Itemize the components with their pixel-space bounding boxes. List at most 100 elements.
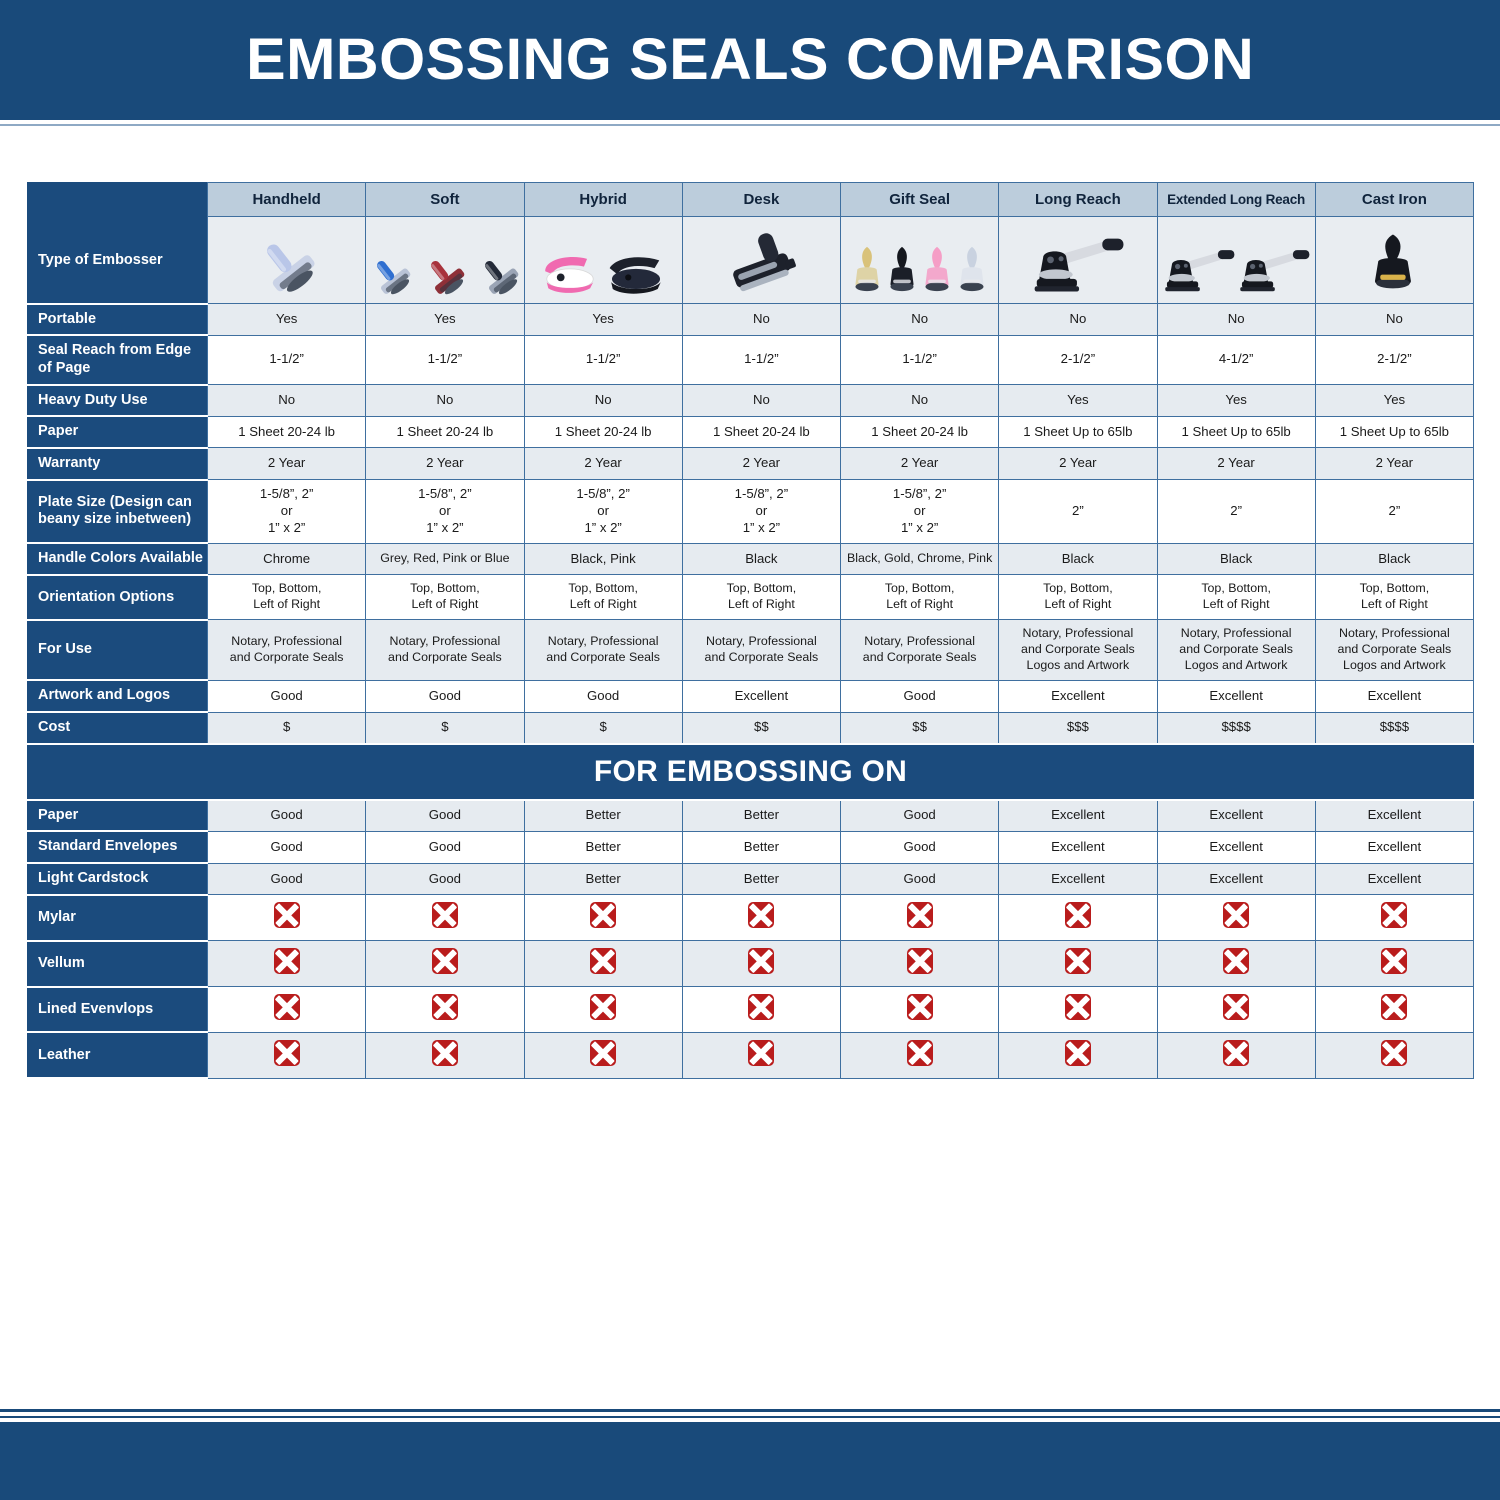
table-cell: $$$ — [998, 711, 1158, 745]
comparison-table-wrapper: Handheld Soft Hybrid Desk Gift Seal Long Reac… — [27, 182, 1475, 1080]
x-mark-icon — [590, 1039, 617, 1066]
embosser-image-row: Type of Embosser — [27, 216, 1475, 305]
table-row: Mylar — [27, 894, 1475, 942]
table-row: Paper Good Good Better Better Good Excellent Ex… — [27, 799, 1475, 833]
not-supported-cell — [839, 940, 1000, 988]
table-cell: Good — [206, 799, 367, 832]
table-cell: $$$$ — [1314, 711, 1475, 745]
table-cell: Good — [839, 830, 1000, 864]
table-cell: 2” — [1156, 479, 1316, 544]
column-header-gift-seal[interactable]: Gift Seal — [839, 182, 1000, 217]
table-cell: 1-1/2” — [206, 334, 367, 386]
table-cell: Top, Bottom, Left of Right — [206, 574, 367, 621]
row-label-heavy-duty-use: Heavy Duty Use — [27, 384, 208, 418]
table-cell: Good — [839, 679, 1000, 713]
table-cell: 1-1/2” — [365, 334, 525, 386]
table-cell: 1 Sheet Up to 65lb — [1156, 415, 1316, 449]
table-cell: 2” — [998, 479, 1158, 544]
table-cell: Black — [681, 542, 842, 576]
not-supported-cell — [523, 986, 683, 1033]
column-header-cast-iron[interactable]: Cast Iron — [1314, 182, 1475, 217]
table-cell: Better — [681, 830, 842, 864]
table-cell: No — [365, 384, 525, 417]
table-cell: 1 Sheet 20-24 lb — [523, 415, 683, 449]
table-cell: Yes — [1156, 384, 1316, 417]
page-footer — [0, 1422, 1500, 1500]
column-header-long-reach[interactable]: Long Reach — [998, 182, 1158, 217]
table-cell: 2-1/2” — [998, 334, 1158, 386]
x-mark-icon — [906, 902, 933, 929]
not-supported-cell — [1314, 894, 1475, 942]
column-header-handheld[interactable]: Handheld — [206, 182, 367, 217]
not-supported-cell — [998, 986, 1158, 1033]
column-header-extended-long-reach[interactable]: Extended Long Reach — [1156, 182, 1316, 217]
column-header-hybrid[interactable]: Hybrid — [523, 182, 683, 217]
table-cell: Good — [365, 830, 525, 864]
header-divider — [0, 118, 1500, 126]
x-mark-icon — [1064, 948, 1091, 975]
table-row: Plate Size (Design can beany size inbetw… — [27, 479, 1475, 545]
table-cell: 1-5/8”, 2” or 1” x 2” — [681, 479, 842, 544]
table-cell: Excellent — [1314, 679, 1475, 713]
table-cell: 1-5/8”, 2” or 1” x 2” — [206, 479, 367, 544]
footer-divider — [0, 1409, 1500, 1418]
table-cell: $$ — [681, 711, 842, 745]
table-cell: 2-1/2” — [1314, 334, 1475, 386]
column-header-desk[interactable]: Desk — [681, 182, 842, 217]
table-row: Artwork and Logos Good Good Good Excellent Go… — [27, 679, 1475, 714]
x-mark-icon — [1381, 1039, 1408, 1066]
table-cell: Better — [523, 799, 683, 832]
x-mark-icon — [906, 1039, 933, 1066]
table-row: Lined Evenvlops — [27, 986, 1475, 1034]
table-cell: No — [206, 384, 367, 417]
not-supported-cell — [365, 894, 525, 942]
table-row: Orientation Options Top, Bottom, Left of R… — [27, 574, 1475, 621]
table-cell: $$ — [839, 711, 1000, 745]
embosser-gift-seal-icon — [851, 238, 988, 300]
not-supported-cell — [1156, 986, 1316, 1033]
table-cell: Good — [365, 679, 525, 713]
x-mark-icon — [1064, 1039, 1091, 1066]
not-supported-cell — [839, 1031, 1000, 1079]
x-mark-icon — [431, 948, 458, 975]
embosser-image-cell — [839, 216, 1000, 304]
x-mark-icon — [590, 994, 617, 1021]
x-mark-icon — [1223, 902, 1250, 929]
page-header: EMBOSSING SEALS COMPARISON — [0, 0, 1500, 118]
table-cell: 1-1/2” — [523, 334, 683, 386]
embosser-handheld-icon — [250, 226, 324, 300]
row-label-type-of-embosser: Type of Embosser — [27, 216, 208, 305]
table-cell: Good — [206, 679, 367, 713]
not-supported-cell — [681, 940, 842, 988]
table-cell: Excellent — [1314, 799, 1475, 832]
embosser-image-cell — [1156, 216, 1316, 304]
table-cell: Yes — [998, 384, 1158, 417]
table-cell: Excellent — [1156, 862, 1316, 896]
embosser-soft-icon — [365, 248, 525, 300]
table-cell: 2 Year — [365, 447, 525, 481]
not-supported-cell — [1156, 940, 1316, 988]
table-cell: Excellent — [998, 679, 1158, 713]
not-supported-cell — [1314, 940, 1475, 988]
table-cell: No — [839, 384, 1000, 417]
row-label-leather: Leather — [27, 1032, 208, 1080]
x-mark-icon — [1223, 948, 1250, 975]
table-cell: Better — [523, 862, 683, 896]
column-header-soft[interactable]: Soft — [365, 182, 525, 217]
table-cell: 1 Sheet 20-24 lb — [206, 415, 367, 449]
table-cell: 2 Year — [681, 447, 842, 481]
x-mark-icon — [1064, 902, 1091, 929]
table-row: Vellum — [27, 940, 1475, 988]
x-mark-icon — [273, 902, 300, 929]
embosser-image-cell — [523, 216, 683, 304]
table-cell: 2 Year — [839, 447, 1000, 481]
not-supported-cell — [206, 940, 367, 988]
x-mark-icon — [1223, 994, 1250, 1021]
x-mark-icon — [1223, 1039, 1250, 1066]
table-cell: 2 Year — [206, 447, 367, 481]
embosser-image-cell — [681, 216, 842, 304]
table-cell: 1-5/8”, 2” or 1” x 2” — [839, 479, 1000, 544]
table-row: Paper 1 Sheet 20-24 lb 1 Sheet 20-24 lb 1 S… — [27, 415, 1475, 449]
table-cell: Good — [365, 799, 525, 832]
